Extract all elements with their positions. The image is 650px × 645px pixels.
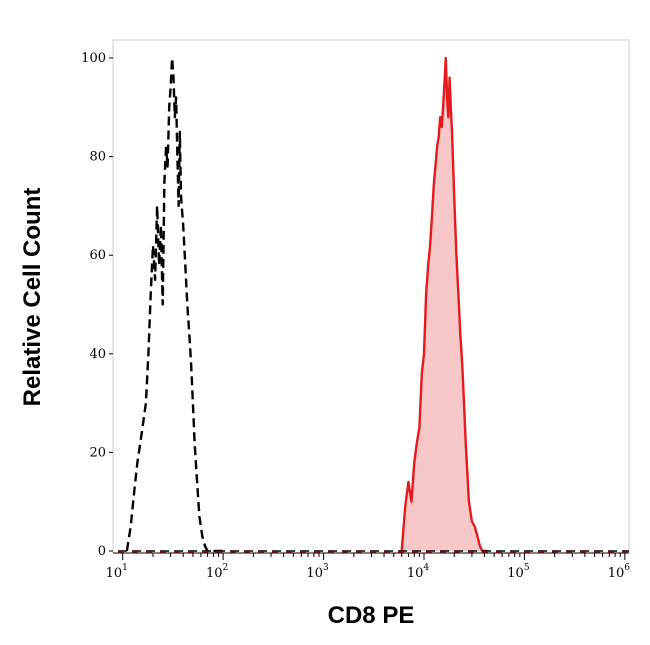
y-tick-label: 80 [89, 150, 106, 165]
series-layer [118, 56, 629, 553]
series-2-area [401, 58, 488, 551]
y-tick-label: 100 [81, 51, 106, 66]
axis-layer: 0 20 40 60 80 100 101 102 103 104 105 106 [81, 51, 630, 581]
y-tick-label: 40 [89, 347, 106, 362]
y-tick-label: 20 [89, 445, 106, 460]
y-axis-title: Relative Cell Count [19, 188, 46, 407]
plot-frame [112, 39, 630, 554]
series-2-line [400, 56, 488, 553]
x-tick-label: 105 [507, 563, 530, 581]
x-tick-label: 101 [106, 563, 128, 581]
y-tick-label: 60 [89, 248, 106, 263]
x-tick-label: 103 [306, 563, 329, 581]
y-tick-label: 0 [98, 544, 106, 559]
x-tick-label: 106 [608, 563, 631, 581]
x-tick-label: 102 [206, 563, 228, 581]
series-1-line [125, 56, 224, 553]
x-tick-label: 104 [407, 563, 430, 581]
x-axis-title: CD8 PE [328, 602, 415, 629]
